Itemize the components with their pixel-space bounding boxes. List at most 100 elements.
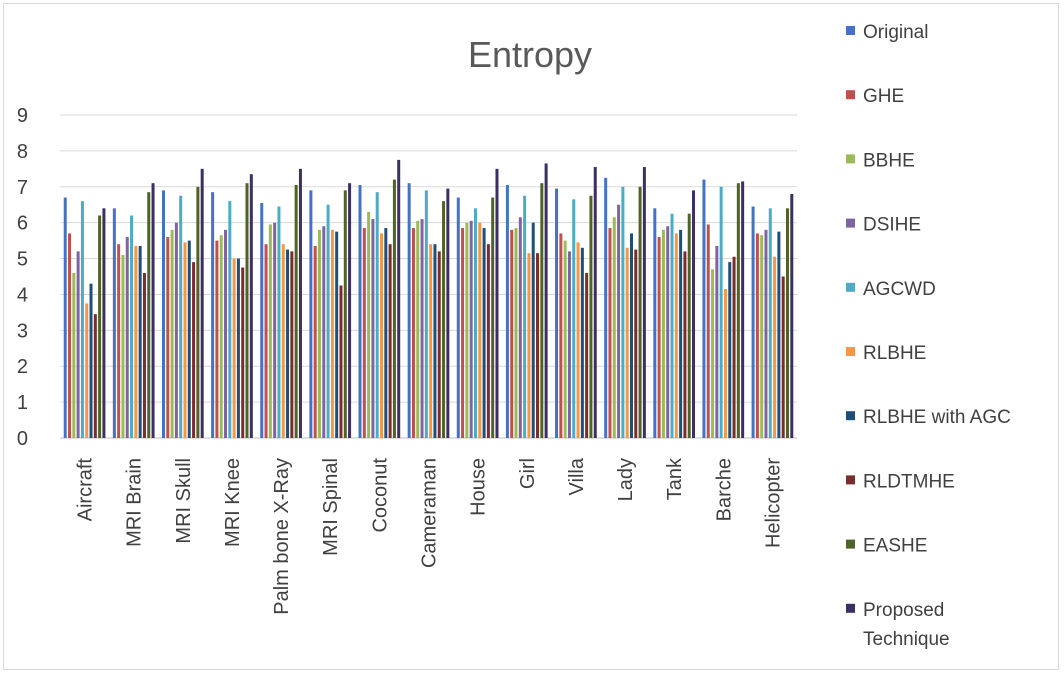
x-tick-label: Girl — [517, 458, 539, 489]
bar — [170, 229, 174, 438]
x-tick-label: Barche — [713, 458, 735, 521]
bar — [211, 192, 215, 438]
bar — [380, 233, 384, 438]
bar — [224, 229, 228, 438]
bar — [298, 168, 302, 439]
bar — [505, 184, 509, 438]
bar — [236, 258, 240, 438]
y-tick-label: 3 — [17, 320, 28, 342]
bar — [679, 229, 683, 438]
x-tick-label: Helicopter — [762, 458, 784, 548]
bar — [634, 249, 638, 438]
bar — [420, 219, 424, 438]
bar — [777, 231, 781, 438]
bar — [741, 181, 745, 438]
bar — [309, 190, 313, 438]
bar — [486, 244, 490, 438]
bar — [335, 231, 339, 438]
bar — [375, 192, 379, 438]
bar — [411, 228, 415, 438]
bar — [593, 167, 597, 439]
chart-title: Entropy — [468, 34, 592, 75]
bar — [715, 245, 719, 438]
x-tick-label: Coconut — [369, 458, 391, 533]
bar — [166, 237, 170, 438]
bar — [437, 251, 441, 438]
bar — [604, 177, 608, 439]
x-tick-label: Aircraft — [75, 458, 97, 522]
bars — [63, 159, 794, 439]
bar — [781, 276, 785, 438]
bar — [567, 251, 571, 438]
bar — [576, 242, 580, 438]
bar — [751, 206, 755, 438]
legend-label: RLBHE — [863, 343, 926, 364]
bar — [625, 247, 629, 438]
chart-frame — [3, 3, 1059, 670]
bar — [249, 174, 253, 438]
bar — [151, 183, 155, 438]
bar — [286, 249, 290, 438]
bar — [76, 251, 80, 438]
bar — [407, 183, 411, 438]
bar — [790, 193, 794, 438]
bar — [161, 190, 165, 438]
bar — [268, 224, 272, 438]
bar — [670, 213, 674, 438]
bar — [666, 226, 670, 438]
bar — [478, 222, 482, 438]
bar — [768, 208, 772, 438]
bar — [200, 168, 204, 439]
x-tick-label: Tank — [664, 457, 686, 500]
bar — [228, 201, 232, 438]
bar — [348, 183, 352, 438]
bar — [183, 242, 187, 438]
x-tick-label: MRI Knee — [222, 458, 244, 547]
bar — [692, 190, 696, 438]
bar — [72, 272, 76, 438]
legend-swatch — [846, 218, 855, 228]
bar — [523, 195, 527, 438]
bar — [555, 188, 559, 438]
bar — [392, 179, 396, 438]
bar — [711, 269, 715, 438]
bar — [683, 251, 687, 438]
bar — [540, 183, 544, 438]
bar — [638, 186, 642, 438]
bar — [536, 253, 540, 438]
bar — [424, 190, 428, 438]
bar — [102, 208, 106, 438]
bar — [580, 247, 584, 438]
bar — [130, 215, 134, 438]
legend-label-line2: Technique — [863, 629, 950, 650]
bar — [482, 228, 486, 438]
legend-swatch — [846, 539, 855, 549]
bar — [706, 224, 710, 438]
legend-swatch — [846, 154, 855, 164]
bar — [196, 186, 200, 438]
bar — [416, 220, 420, 438]
bar — [642, 167, 646, 439]
bar — [322, 226, 326, 438]
bar — [687, 213, 691, 438]
bar — [80, 201, 84, 438]
legend-swatch — [846, 603, 855, 613]
bar — [215, 240, 219, 438]
bar — [388, 244, 392, 438]
bar — [491, 197, 495, 438]
y-tick-label: 9 — [17, 105, 28, 127]
bar — [785, 208, 789, 438]
bar — [674, 233, 678, 438]
bar — [174, 222, 178, 438]
bar — [732, 256, 736, 438]
bar — [518, 217, 522, 438]
bar — [142, 272, 146, 438]
y-tick-label: 5 — [17, 249, 28, 271]
bar — [93, 314, 97, 438]
bar — [760, 235, 764, 438]
bar — [527, 253, 531, 438]
bar — [629, 233, 633, 438]
bar — [612, 217, 616, 438]
bar — [589, 195, 593, 438]
